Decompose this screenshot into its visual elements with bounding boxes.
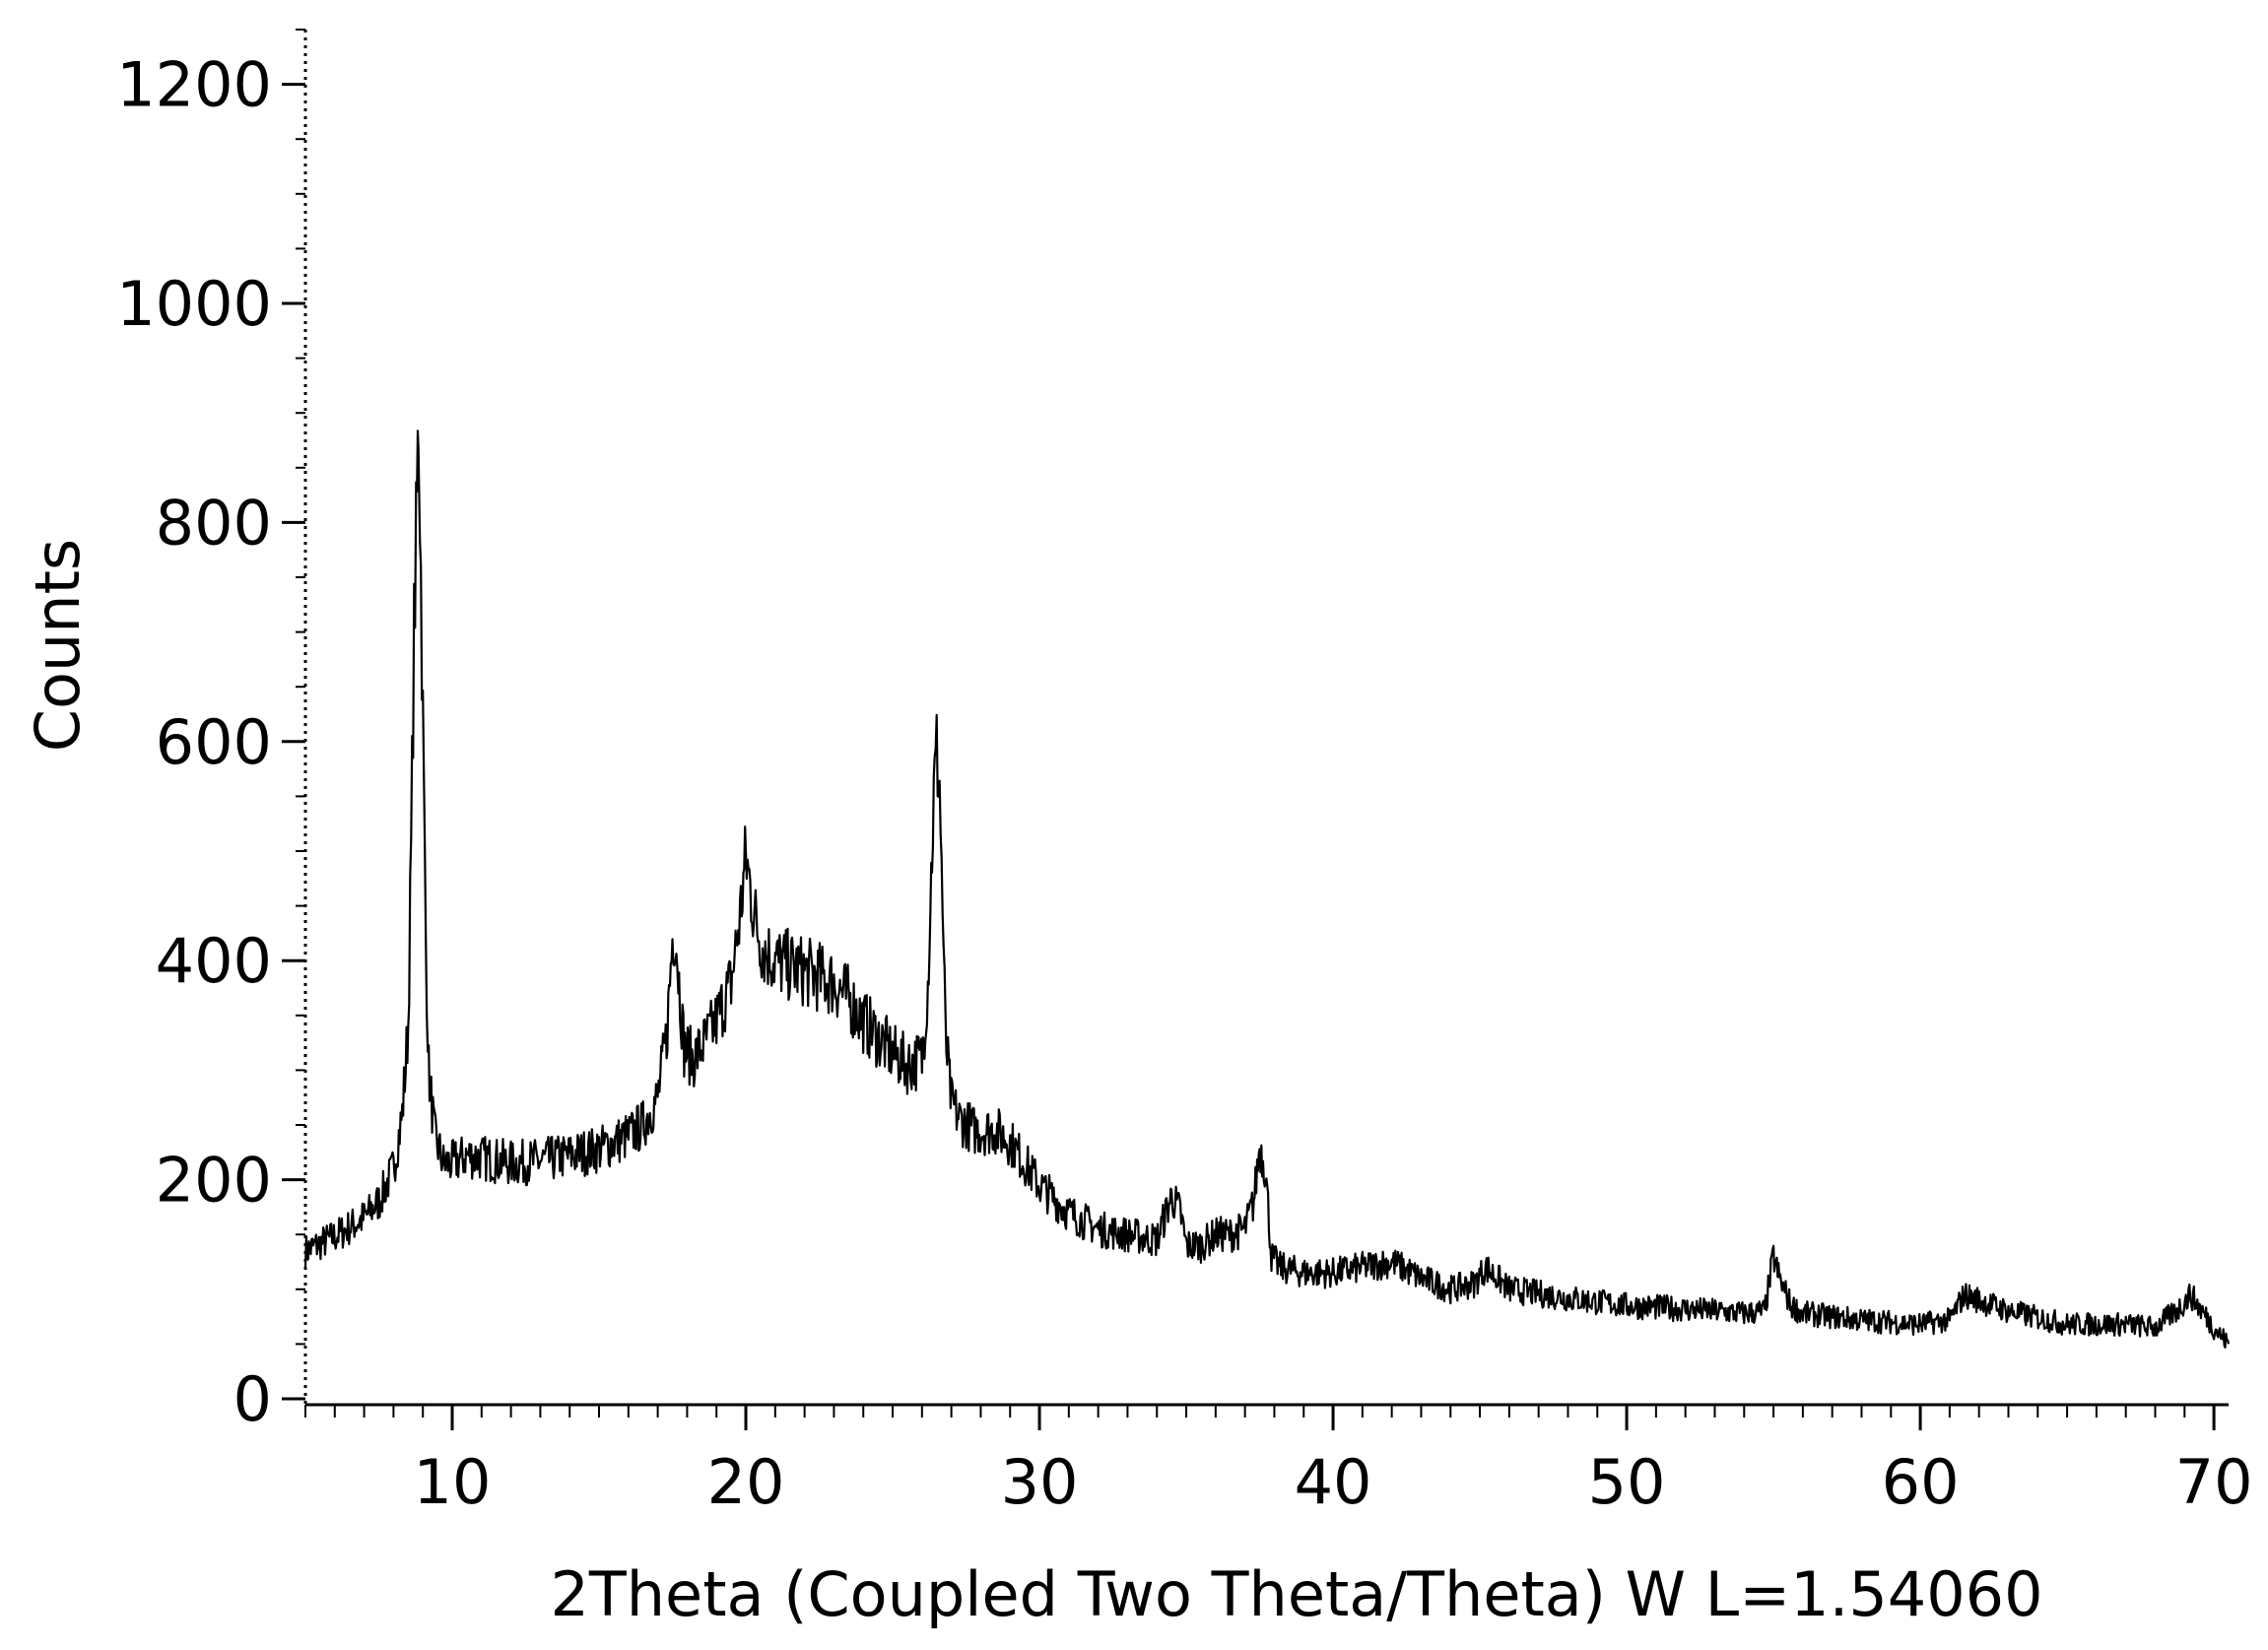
y-tick-label: 0 xyxy=(233,1363,272,1435)
series-line-0 xyxy=(303,429,2231,1350)
y-tick-label: 400 xyxy=(156,925,272,997)
y-tick-label: 800 xyxy=(156,487,272,559)
x-tick-label: 60 xyxy=(1882,1446,1960,1518)
axes xyxy=(303,30,2229,1407)
y-tick-label: 1200 xyxy=(116,49,272,121)
y-axis-title: Counts xyxy=(22,539,94,752)
y-tick-label: 200 xyxy=(156,1145,272,1217)
x-ticks: 10 20 30 40 50 60 70 xyxy=(304,1405,2253,1518)
y-tick-label: 600 xyxy=(156,706,272,778)
x-tick-label: 40 xyxy=(1295,1446,1372,1518)
y-ticks: 0 200 400 600 800 1000 1200 xyxy=(116,29,305,1435)
x-tick-label: 30 xyxy=(1001,1446,1079,1518)
x-tick-label: 10 xyxy=(414,1446,492,1518)
x-tick-label: 70 xyxy=(2175,1446,2253,1518)
y-tick-label: 1000 xyxy=(116,268,272,340)
x-tick-label: 50 xyxy=(1588,1446,1666,1518)
plot-area xyxy=(303,429,2231,1350)
x-tick-label: 20 xyxy=(707,1446,785,1518)
x-axis-title: 2Theta (Coupled Two Theta/Theta) W L=1.5… xyxy=(550,1558,2042,1630)
